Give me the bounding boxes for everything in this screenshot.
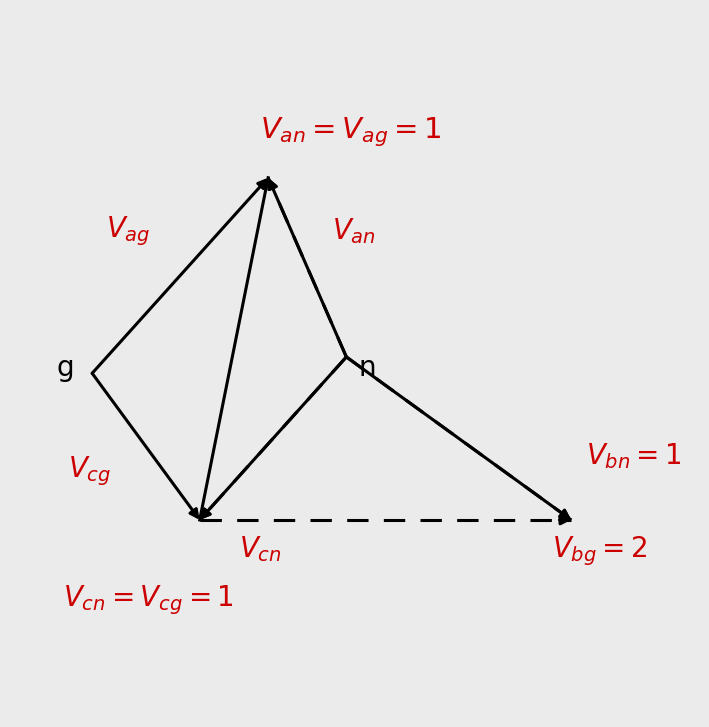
Text: $V_{bg} = 2$: $V_{bg} = 2$ (552, 534, 647, 569)
Text: n: n (358, 354, 376, 382)
Text: $V_{an}$: $V_{an}$ (332, 217, 376, 246)
Text: $V_{an} = V_{ag} = 1$: $V_{an} = V_{ag} = 1$ (260, 116, 442, 149)
Text: $V_{cn} = V_{cg} = 1$: $V_{cn} = V_{cg} = 1$ (63, 584, 233, 617)
Text: $V_{ag}$: $V_{ag}$ (106, 214, 151, 249)
Text: $V_{cn}$: $V_{cn}$ (239, 534, 281, 564)
Text: $V_{cg}$: $V_{cg}$ (69, 454, 112, 488)
Text: $V_{bn} = 1$: $V_{bn} = 1$ (586, 441, 681, 471)
Text: g: g (57, 354, 74, 382)
